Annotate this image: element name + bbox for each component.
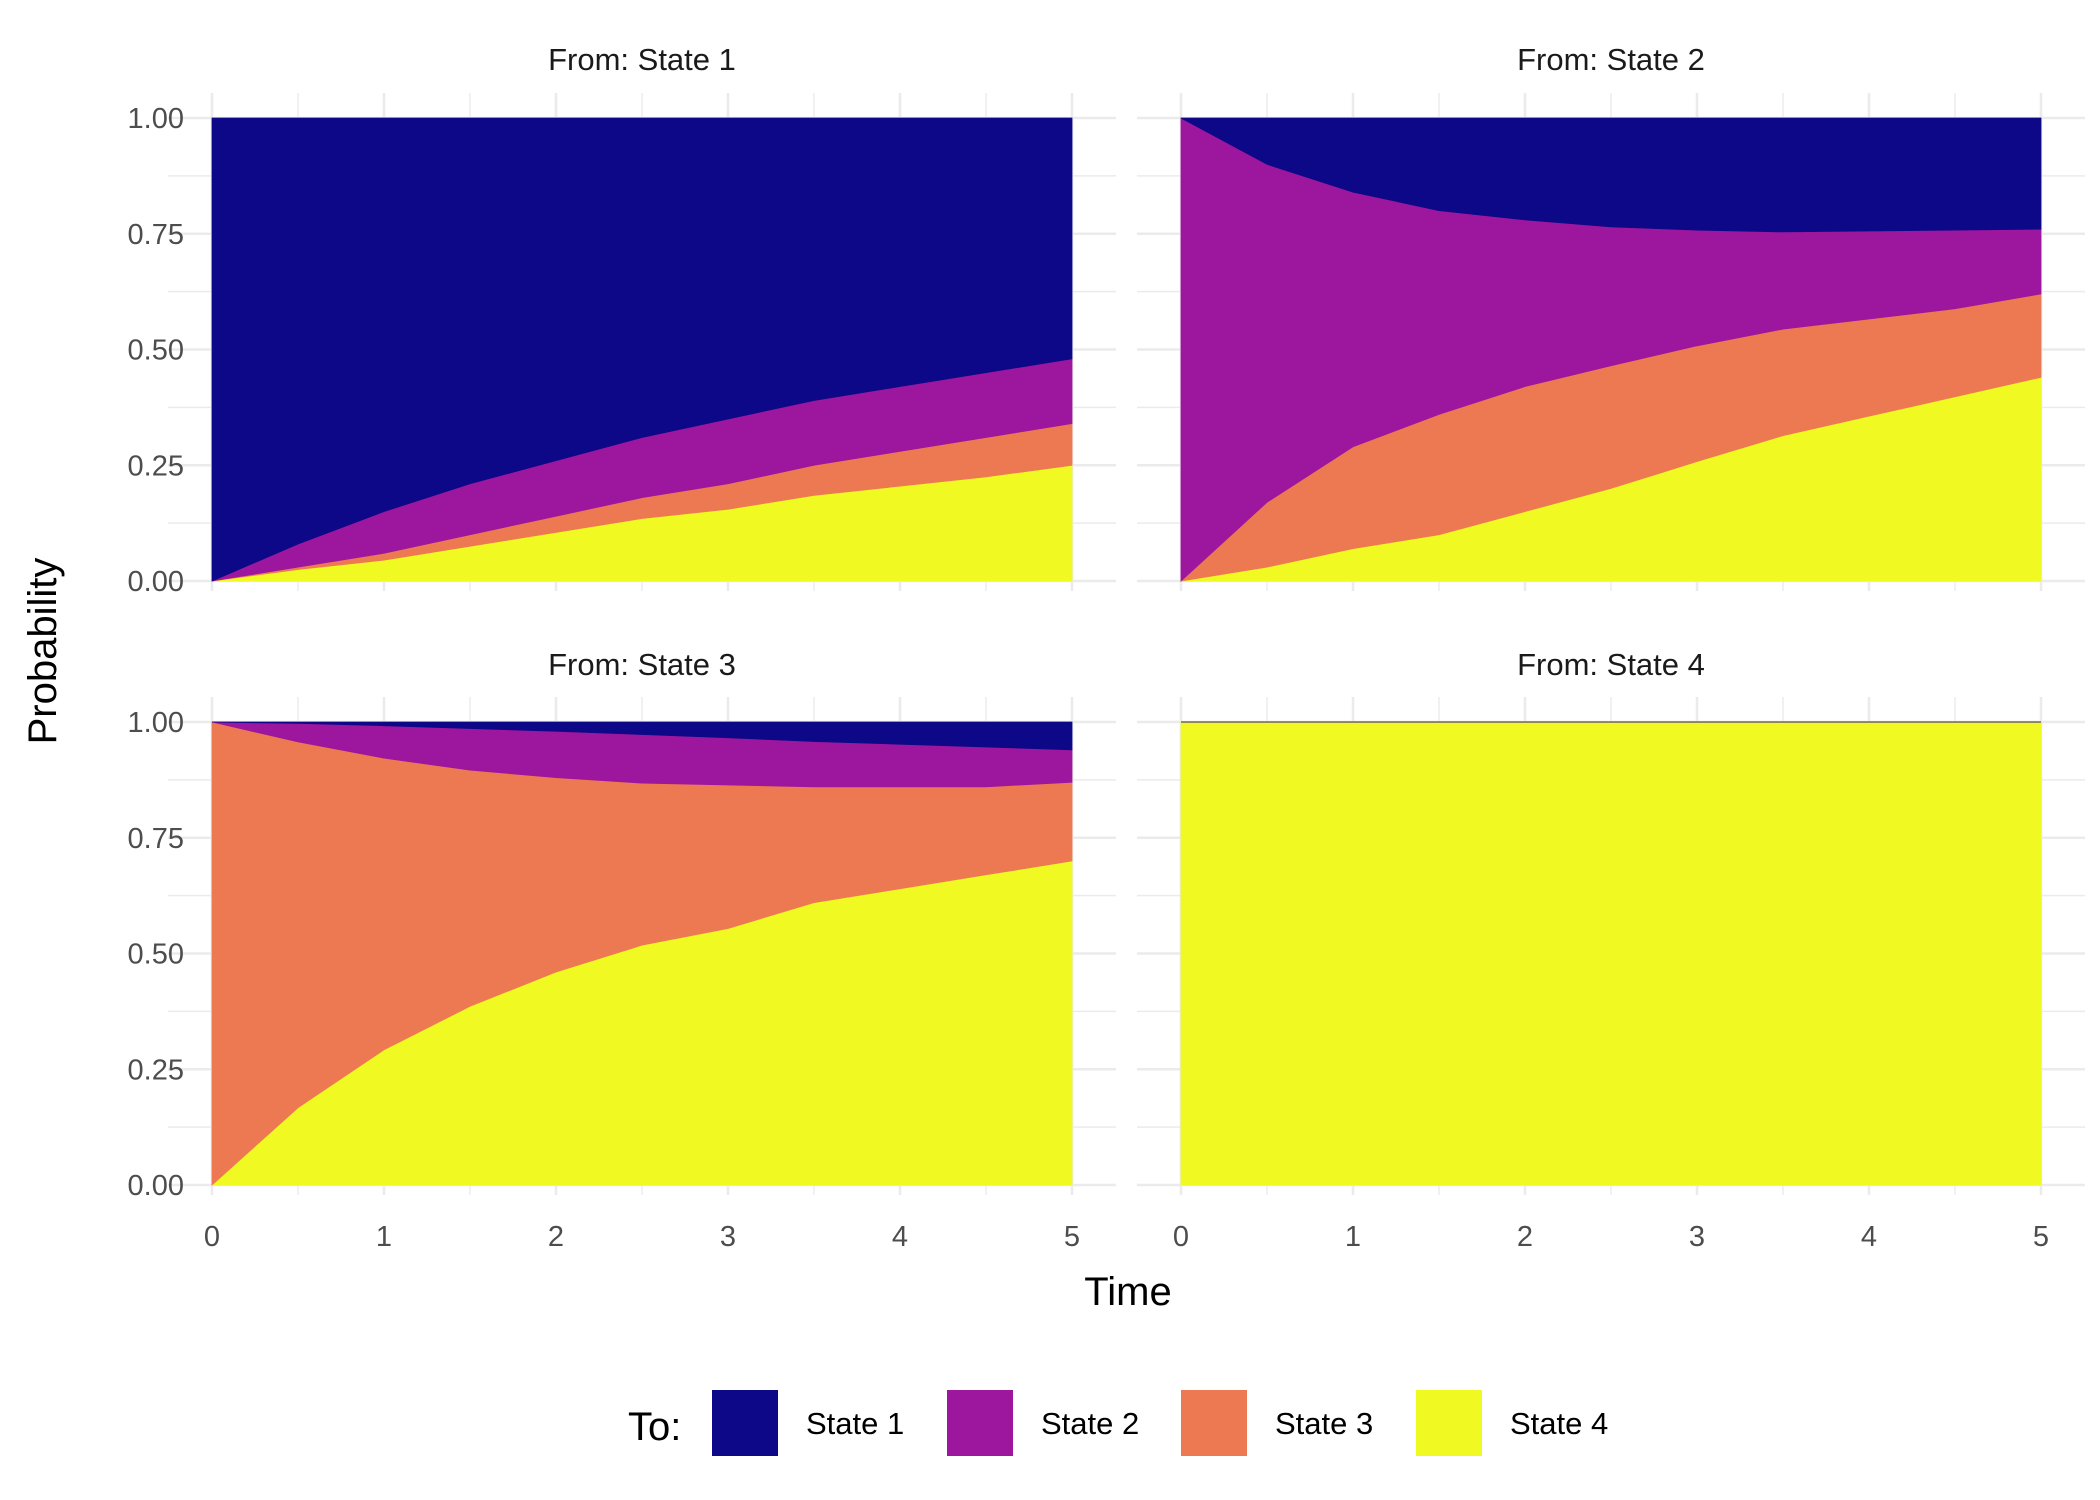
facet-strip-label: From: State 3 [548,647,736,682]
facet-panel: From: State 2 [1137,42,2085,591]
x-tick-label: 5 [2033,1221,2049,1253]
y-tick-label: 0.50 [128,939,184,971]
area-state-1 [211,117,1073,582]
x-axis-title: Time [1084,1270,1171,1314]
x-tick-label: 5 [1064,1221,1080,1253]
legend-key-state-2 [947,1390,1013,1456]
x-tick-label: 2 [1517,1221,1533,1253]
facet-strip-label: From: State 1 [548,42,736,77]
facet-panel: From: State 4 0 1 2 3 4 5 [1137,647,2085,1253]
legend: To: State 1 State 2 State 3 State 4 [628,1390,1608,1456]
y-tick-label: 0.75 [128,823,184,855]
legend-key-state-1 [712,1390,778,1456]
x-tick-label: 3 [1689,1221,1705,1253]
facet-panel: From: State 3 0.00 0.25 0.50 0.75 1.00 0 1 2 3 4 5 [128,647,1116,1253]
x-tick-label: 4 [892,1221,908,1253]
y-tick-label: 1.00 [128,103,184,135]
x-tick-label: 3 [720,1221,736,1253]
y-tick-label: 0.25 [128,450,184,482]
y-tick-label: 0.25 [128,1054,184,1086]
facet-strip-label: From: State 2 [1517,42,1705,77]
x-tick-label: 1 [376,1221,392,1253]
facet-panel: From: State 1 0.00 0.25 0.50 0.75 1.00 [128,42,1116,598]
legend-key-state-3 [1181,1390,1247,1456]
y-tick-label: 1.00 [128,707,184,739]
y-tick-label: 0.00 [128,566,184,598]
legend-label: State 3 [1275,1406,1373,1441]
x-tick-label: 2 [548,1221,564,1253]
legend-label: State 4 [1510,1406,1608,1441]
x-tick-label: 4 [1861,1221,1877,1253]
x-tick-label: 1 [1345,1221,1361,1253]
legend-label: State 1 [806,1406,904,1441]
area-state-1 [211,721,1073,751]
area-state-4 [1180,721,2042,1186]
y-tick-label: 0.75 [128,219,184,251]
legend-label: State 2 [1041,1406,1139,1441]
y-tick-label: 0.50 [128,335,184,367]
area-state-1 [1180,117,2042,233]
legend-key-state-4 [1416,1390,1482,1456]
y-axis-title: Probability [21,558,65,745]
facet-strip-label: From: State 4 [1517,647,1705,682]
legend-title: To: [628,1405,681,1449]
x-tick-label: 0 [1173,1221,1189,1253]
y-tick-label: 0.00 [128,1170,184,1202]
x-tick-label: 0 [204,1221,220,1253]
